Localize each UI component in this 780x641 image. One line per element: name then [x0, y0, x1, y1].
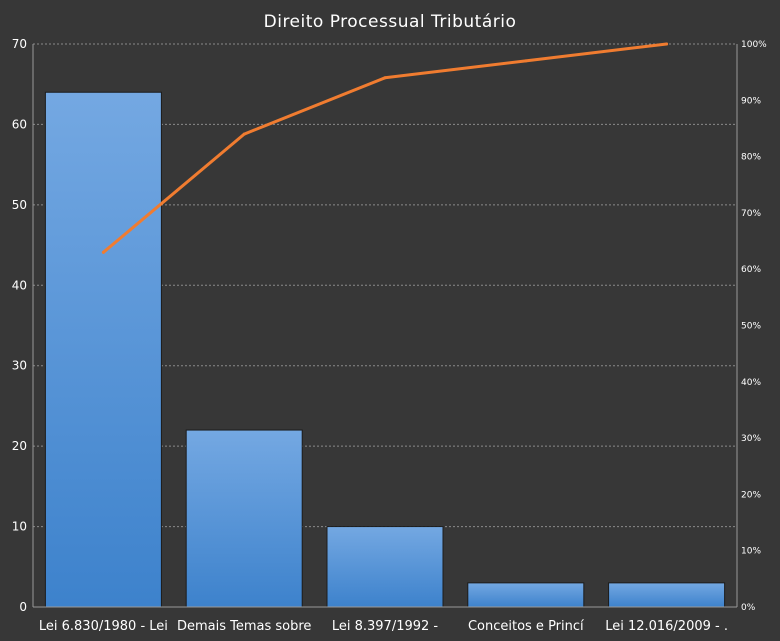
- x-axis-ticks: Lei 6.830/1980 - Lei Demais Temas sobre Le…: [39, 619, 728, 634]
- y-tick-label: 50: [12, 198, 27, 212]
- cumulative-series: [101, 42, 669, 254]
- y2-tick-label: 60%: [741, 265, 761, 275]
- y2-tick-label: 0%: [741, 603, 756, 613]
- y-axis-right-ticks: 0% 10% 20% 30% 40% 50% 60% 70% 80% 90% 100%: [741, 40, 767, 613]
- y-tick-label: 70: [12, 37, 27, 51]
- cumulative-point: [665, 42, 669, 46]
- bar: [44, 91, 162, 608]
- y2-tick-label: 50%: [741, 322, 761, 332]
- y2-tick-label: 100%: [741, 40, 767, 50]
- x-tick-label: Conceitos e Princí: [468, 619, 584, 634]
- y-tick-label: 0: [19, 600, 27, 614]
- y2-tick-label: 20%: [741, 490, 761, 500]
- cumulative-point: [524, 59, 528, 63]
- y2-tick-label: 30%: [741, 434, 761, 444]
- bar: [467, 582, 585, 608]
- y2-tick-label: 80%: [741, 153, 761, 163]
- bar: [608, 582, 726, 608]
- y2-tick-label: 70%: [741, 209, 761, 219]
- y-tick-label: 40: [12, 278, 27, 292]
- cumulative-point: [242, 132, 246, 136]
- y2-tick-label: 10%: [741, 547, 761, 557]
- y-tick-label: 10: [12, 520, 27, 534]
- cumulative-line: [101, 42, 669, 254]
- y-axis-left-ticks: 0 10 20 30 40 50 60 70: [12, 37, 27, 614]
- y2-tick-label: 40%: [741, 378, 761, 388]
- x-tick-label: Lei 8.397/1992 -: [332, 619, 439, 634]
- bar: [326, 526, 444, 608]
- bar-series: [44, 91, 726, 608]
- y-tick-label: 20: [12, 439, 27, 453]
- y-tick-label: 60: [12, 117, 27, 131]
- bar: [185, 429, 303, 608]
- cumulative-point: [383, 76, 387, 80]
- y-tick-label: 30: [12, 359, 27, 373]
- x-tick-label: Lei 6.830/1980 - Lei: [39, 619, 168, 634]
- x-tick-label: Demais Temas sobre: [177, 619, 311, 634]
- chart-title: Direito Processual Tributário: [264, 12, 517, 32]
- cumulative-point: [101, 250, 105, 254]
- axes: [32, 44, 738, 608]
- x-tick-label: Lei 12.016/2009 - .: [605, 619, 728, 634]
- y2-tick-label: 90%: [741, 96, 761, 106]
